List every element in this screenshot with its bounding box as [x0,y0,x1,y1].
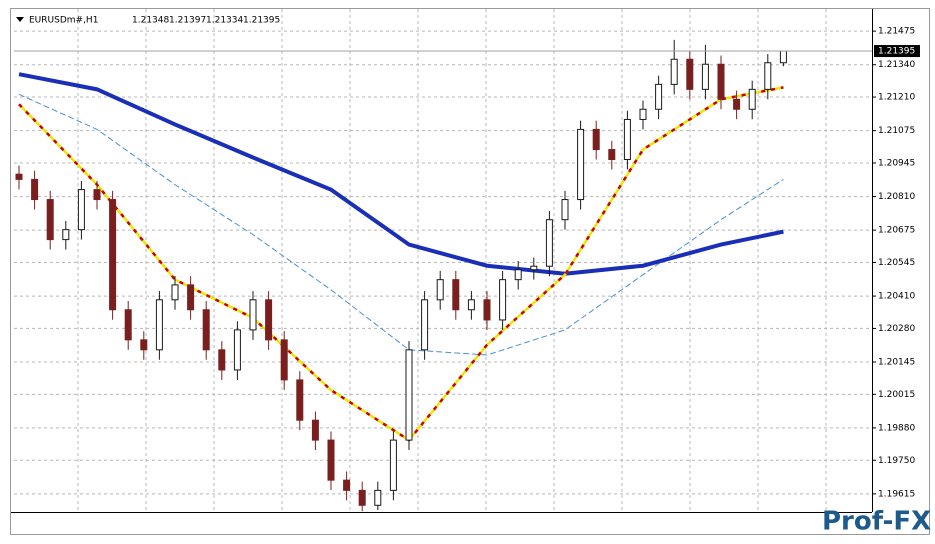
candle-body [15,173,23,180]
candle-body [733,98,741,110]
high-price: 1.21397 [169,16,206,26]
candle-body [187,284,195,311]
candle-body [77,189,85,231]
candle-body [155,299,163,351]
candle-body [31,178,39,201]
candle-body [608,149,616,161]
candle-body [421,299,429,351]
candle-body [764,62,772,90]
y-tick-label: 1.21475 [878,27,915,37]
candle-body [577,128,585,201]
candle-body [483,299,491,321]
y-tick-label: 1.20810 [878,192,915,202]
y-tick-label: 1.20145 [878,357,915,367]
price-label: 1.21395 [878,47,915,57]
candle-body [218,349,226,371]
candle-body [171,284,179,301]
candle-body [748,88,756,110]
candle-body [623,118,631,161]
open-price: 1.21348 [132,16,169,26]
candle-body [109,199,117,311]
candle-body [530,265,538,271]
candle-body [436,279,444,301]
candle-body [389,439,397,491]
candle-body [327,439,335,481]
moving-average [18,93,784,356]
candle-body [545,219,553,267]
candle-body [686,58,694,90]
menu-arrow[interactable] [16,17,24,22]
moving-average [18,72,784,276]
y-tick-label: 1.20945 [878,158,915,168]
plot [14,39,872,512]
y-tick-label: 1.20545 [878,258,915,268]
candle-body [265,299,273,341]
candle-body [280,339,288,381]
candle-body [779,50,787,64]
y-tick-label: 1.20410 [878,292,915,302]
candle-body [670,58,678,85]
y-tick-label: 1.20675 [878,226,915,236]
candle-body [296,379,304,421]
candle-body [343,479,351,491]
y-tick-label: 1.20015 [878,390,915,400]
candle-body [405,349,413,441]
candle-body [124,309,132,341]
candle-body [46,199,54,241]
frame [10,8,930,535]
close-price: 1.21395 [243,16,280,26]
candle-body [717,63,725,100]
candle-body [93,189,101,201]
price-label-box [874,45,920,58]
y-tick-label: 1.20280 [878,324,915,334]
y-tick-label: 1.21210 [878,93,915,103]
candle-body [514,269,522,281]
candle-body [592,128,600,151]
watermark: Prof-FX [822,507,931,537]
y-tick-label: 1.21340 [878,60,915,70]
symbol-title: EURUSDm#,H1 [29,16,98,26]
candle-body [467,299,475,311]
y-tick-label: 1.19880 [878,423,915,433]
candle-body [374,489,382,506]
y-tick-label: 1.21075 [878,126,915,136]
candle-body [452,279,460,311]
candle-body [202,309,210,351]
candle-body [140,339,148,351]
candle-body [499,279,507,321]
candle-body [311,419,319,441]
candle-body [62,229,70,241]
candle-body [358,489,366,506]
candle-body [249,299,257,331]
low-price: 1.21334 [206,16,243,26]
candle-body [655,83,663,110]
y-tick-label: 1.19615 [878,489,915,499]
candle-body [233,329,241,371]
candle-body [561,199,569,221]
y-tick-label: 1.19750 [878,456,915,466]
candle-body [701,63,709,90]
candle-body [639,108,647,120]
